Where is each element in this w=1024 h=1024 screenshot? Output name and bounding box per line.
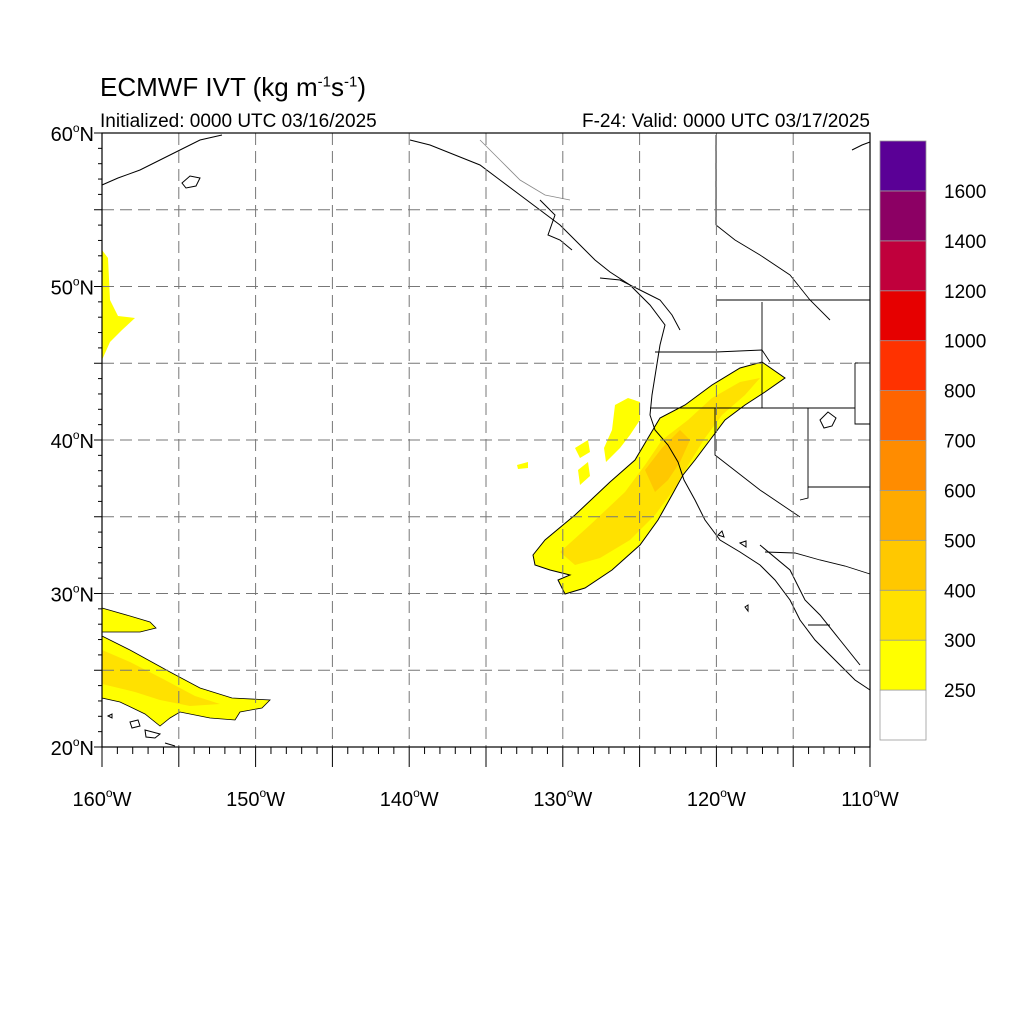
lat-label: 50oN (51, 275, 94, 300)
southwest-patch-top (101, 607, 157, 633)
colorbar-swatch (879, 240, 927, 292)
axis-ticks (94, 132, 871, 767)
coastlines (101, 134, 871, 747)
lon-label: 130oW (533, 786, 592, 811)
colorbar-label: 500 (944, 531, 976, 552)
lon-label: 120oW (687, 786, 746, 811)
southwest-plume (101, 635, 271, 727)
lat-label: 30oN (51, 582, 94, 607)
offshore-patch-1 (604, 398, 640, 462)
map-frame (101, 132, 871, 748)
lon-label: 140oW (380, 786, 439, 811)
colorbar-swatch (879, 290, 927, 342)
colorbar-label: 1000 (944, 332, 986, 353)
lon-label: 150oW (226, 786, 285, 811)
ivt-shading (101, 250, 786, 727)
southwest-plume-core (102, 650, 220, 706)
colorbar-swatch (879, 689, 927, 741)
colorbar-label: 250 (944, 681, 976, 702)
colorbar-label: 1200 (944, 282, 986, 303)
atmospheric-river-max (645, 430, 690, 492)
offshore-patch-3 (578, 462, 590, 485)
colorbar-swatch (879, 390, 927, 441)
latitude-labels: 60oN 50oN 40oN 30oN 20oN (51, 121, 94, 760)
colorbar-label: 400 (944, 581, 976, 602)
lon-label: 110oW (841, 786, 899, 811)
colorbar-swatch (879, 440, 927, 491)
colorbar-swatch (879, 589, 927, 641)
colorbar-label: 1400 (944, 232, 986, 253)
colorbar-swatch (879, 190, 927, 242)
offshore-patch-4 (517, 462, 528, 469)
colorbar-swatch (879, 340, 927, 391)
colorbar-label: 600 (944, 481, 976, 502)
longitude-labels: 160oW 150oW 140oW 130oW 120oW 110oW (73, 786, 899, 811)
lat-label: 40oN (51, 428, 94, 453)
lon-label: 160oW (73, 786, 132, 811)
ivt-colorbar: 250 300 400 500 600 700 800 1000 1200 1400 1600 (879, 140, 986, 741)
lat-label: 60oN (51, 121, 94, 146)
colorbar-label: 700 (944, 432, 976, 453)
state-lines (479, 139, 571, 201)
map-title: ECMWF IVT (kg m-1s-1) (100, 72, 366, 102)
colorbar-swatch (879, 639, 927, 691)
initialized-label: Initialized: 0000 UTC 03/16/2025 (100, 111, 377, 132)
northwest-patch (102, 250, 135, 360)
colorbar-swatch (879, 490, 927, 541)
colorbar-swatch (879, 140, 927, 192)
valid-time-label: F-24: Valid: 0000 UTC 03/17/2025 (582, 111, 870, 132)
colorbar-label: 800 (944, 382, 976, 403)
colorbar-label: 300 (944, 631, 976, 652)
colorbar-swatch (879, 539, 927, 591)
colorbar-label: 1600 (944, 182, 986, 203)
lat-label: 20oN (51, 735, 94, 760)
graticule (102, 133, 870, 747)
offshore-patch-2 (575, 440, 590, 458)
